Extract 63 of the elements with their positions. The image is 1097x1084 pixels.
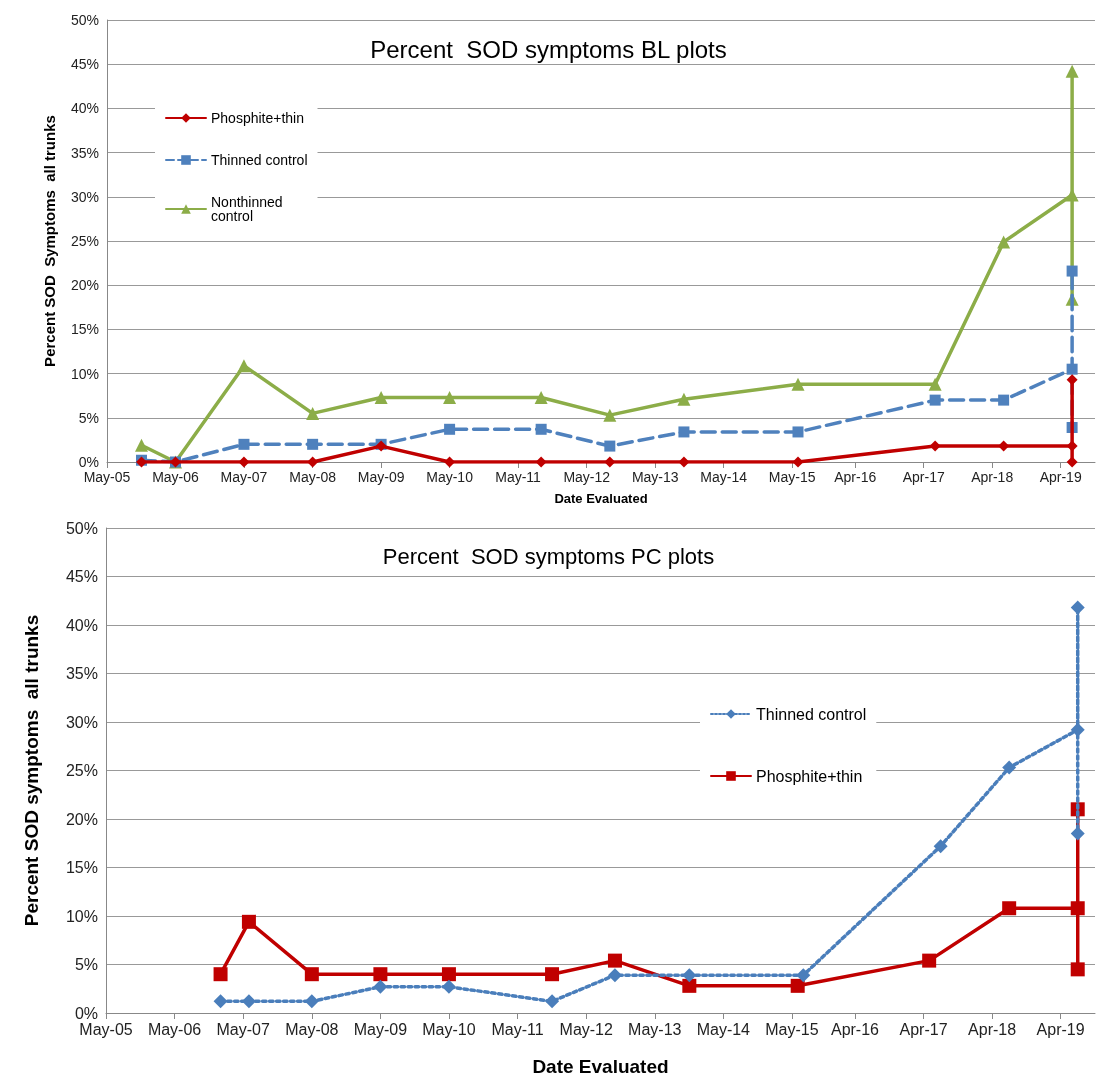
y-tick-label: 0% [78, 454, 99, 470]
legend-label: Nonthinned control [211, 194, 287, 224]
x-tick-label: Apr-17 [902, 469, 945, 485]
y-tick-label: 40% [65, 616, 98, 634]
x-tick-label: May-14 [696, 1020, 751, 1038]
x-tick-label: May-09 [353, 1020, 408, 1038]
x-tick-label: Apr-16 [830, 1020, 880, 1038]
y-tick-label: 5% [74, 956, 98, 973]
y-tick-label: 5% [78, 409, 99, 426]
legend-label: Thinned control [756, 705, 867, 723]
y-tick-label: 50% [70, 12, 99, 28]
x-tick-label: Apr-19 [1039, 469, 1082, 485]
y-tick-label: 0% [74, 1004, 98, 1022]
y-axis-title: Percent SOD symptoms all trunks [21, 614, 42, 927]
y-tick-label: 15% [65, 859, 98, 876]
x-tick-label: May-11 [491, 1020, 544, 1038]
x-tick-label: May-08 [285, 1020, 339, 1038]
x-tick-label: May-12 [563, 469, 611, 485]
x-tick-label: May-13 [631, 469, 679, 485]
text: Percent SOD symptoms BL plots [370, 35, 727, 63]
x-tick-label: May-10 [422, 1020, 476, 1038]
x-tick-label: May-07 [220, 469, 268, 485]
legend-label: Thinned control [211, 152, 308, 168]
x-tick-label: Apr-16 [834, 469, 877, 485]
x-tick-label: May-06 [152, 469, 200, 485]
y-tick-label: 10% [70, 365, 99, 382]
legend-label: Phosphite+thin [211, 110, 305, 126]
x-tick-label: May-07 [216, 1020, 270, 1038]
x-tick-label: Apr-17 [899, 1020, 948, 1038]
y-tick-label: 40% [70, 100, 99, 117]
x-tick-label: May-08 [289, 469, 337, 485]
y-tick-label: 45% [70, 56, 99, 73]
x-tick-label: Apr-18 [968, 1020, 1017, 1038]
y-tick-label: 20% [70, 277, 99, 294]
y-tick-label: 10% [65, 907, 98, 925]
y-tick-label: 25% [70, 233, 99, 249]
y-tick-label: 25% [65, 762, 98, 779]
x-tick-label: Apr-18 [971, 469, 1014, 485]
legend-label: Phosphite+thin [756, 767, 863, 785]
x-tick-label: May-12 [559, 1020, 613, 1038]
x-tick-label: May-13 [628, 1020, 682, 1038]
x-axis-title: Date Evaluated [532, 1056, 669, 1077]
y-tick-label: 35% [70, 144, 99, 161]
x-tick-label: May-05 [83, 469, 131, 485]
y-axis-title: Percent SOD Symptoms all trunks [41, 115, 58, 367]
text: Percent SOD symptoms PC plots [382, 543, 715, 569]
x-tick-label: Apr-19 [1036, 1020, 1085, 1038]
x-tick-label: May-06 [147, 1020, 202, 1038]
y-tick-label: 15% [70, 321, 99, 338]
x-axis-title: Date Evaluated [554, 491, 648, 506]
y-tick-label: 30% [65, 713, 98, 731]
x-tick-label: May-11 [495, 469, 542, 485]
x-tick-label: May-15 [768, 469, 816, 485]
x-tick-label: May-09 [357, 469, 405, 485]
y-tick-label: 30% [70, 188, 99, 205]
x-tick-label: May-15 [765, 1020, 819, 1038]
y-tick-label: 20% [65, 810, 98, 828]
x-tick-label: May-05 [79, 1020, 133, 1038]
x-tick-label: May-14 [700, 469, 748, 485]
y-tick-label: 45% [65, 568, 98, 585]
y-tick-label: 35% [65, 665, 98, 682]
x-tick-label: May-10 [426, 469, 474, 485]
y-tick-label: 50% [65, 519, 98, 537]
